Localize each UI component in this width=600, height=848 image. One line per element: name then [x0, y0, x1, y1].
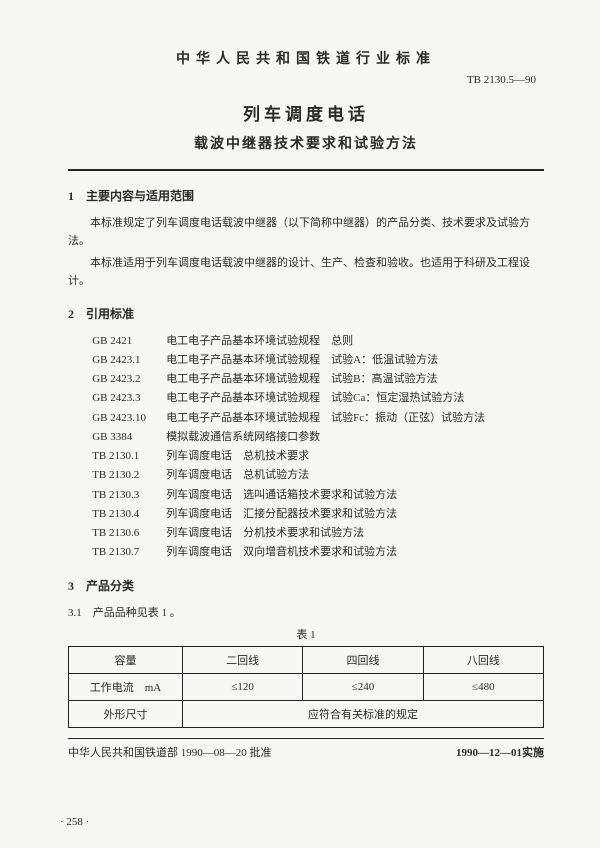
reference-item: TB 2130.1列车调度电话 总机技术要求	[92, 447, 544, 466]
table-cell: ≤480	[423, 673, 543, 700]
table-cell-merged: 应符合有关标准的规定	[183, 700, 544, 727]
reference-list: GB 2421电工电子产品基本环境试验规程 总则GB 2423.1电工电子产品基…	[92, 332, 544, 563]
section-3-head: 3 产品分类	[68, 577, 544, 594]
footer-approval: 中华人民共和国铁道部 1990—08—20 批准	[68, 744, 272, 760]
reference-item: GB 2423.10电工电子产品基本环境试验规程 试验Fc：振动（正弦）试验方法	[92, 409, 544, 428]
reference-code: TB 2130.1	[92, 447, 166, 466]
title-subtitle: 载波中继器技术要求和试验方法	[68, 133, 544, 153]
reference-item: GB 3384模拟载波通信系统网络接口参数	[92, 428, 544, 447]
reference-item: TB 2130.2列车调度电话 总机试验方法	[92, 466, 544, 485]
reference-text: 列车调度电话 总机技术要求	[166, 450, 309, 462]
reference-text: 电工电子产品基本环境试验规程 试验A：低温试验方法	[166, 354, 438, 366]
reference-text: 列车调度电话 分机技术要求和试验方法	[166, 527, 364, 539]
reference-item: TB 2130.7列车调度电话 双向增音机技术要求和试验方法	[92, 543, 544, 562]
reference-text: 电工电子产品基本环境试验规程 试验Ca：恒定湿热试验方法	[166, 392, 464, 404]
table-cell: ≤120	[183, 673, 303, 700]
title-main: 列车调度电话	[68, 100, 544, 125]
reference-text: 列车调度电话 汇接分配器技术要求和试验方法	[166, 508, 397, 520]
table-row: 外形尺寸 应符合有关标准的规定	[69, 700, 544, 727]
table-row: 容量 二回线 四回线 八回线	[69, 646, 544, 673]
reference-code: TB 2130.3	[92, 486, 166, 505]
reference-text: 模拟载波通信系统网络接口参数	[166, 431, 320, 443]
reference-text: 电工电子产品基本环境试验规程 试验Fc：振动（正弦）试验方法	[166, 412, 485, 424]
reference-text: 列车调度电话 双向增音机技术要求和试验方法	[166, 546, 397, 558]
table-cell: 二回线	[183, 646, 303, 673]
doc-number: TB 2130.5—90	[68, 74, 544, 86]
table-1-caption: 表 1	[68, 626, 544, 642]
reference-item: TB 2130.4列车调度电话 汇接分配器技术要求和试验方法	[92, 505, 544, 524]
reference-text: 电工电子产品基本环境试验规程 总则	[166, 335, 353, 347]
reference-code: GB 2423.3	[92, 389, 166, 408]
section-1-para-1: 本标准规定了列车调度电话载波中继器（以下简称中继器）的产品分类、技术要求及试验方…	[68, 214, 544, 250]
reference-code: TB 2130.2	[92, 466, 166, 485]
reference-item: TB 2130.3列车调度电话 选叫通话箱技术要求和试验方法	[92, 486, 544, 505]
footer-effective: 1990—12—01实施	[456, 744, 544, 760]
table-cell: 工作电流 mA	[69, 673, 183, 700]
title-rule	[68, 169, 544, 171]
reference-code: GB 2421	[92, 332, 166, 351]
org-header: 中华人民共和国铁道行业标准	[68, 48, 544, 68]
table-1: 容量 二回线 四回线 八回线 工作电流 mA ≤120 ≤240 ≤480 外形…	[68, 646, 544, 728]
section-1-para-2: 本标准适用于列车调度电话载波中继器的设计、生产、检查和验收。也适用于科研及工程设…	[68, 254, 544, 290]
reference-code: GB 2423.1	[92, 351, 166, 370]
reference-code: GB 3384	[92, 428, 166, 447]
section-2-head: 2 引用标准	[68, 305, 544, 322]
reference-item: TB 2130.6列车调度电话 分机技术要求和试验方法	[92, 524, 544, 543]
reference-item: GB 2423.3电工电子产品基本环境试验规程 试验Ca：恒定湿热试验方法	[92, 389, 544, 408]
page-number: · 258 ·	[60, 816, 89, 828]
table-cell: 外形尺寸	[69, 700, 183, 727]
reference-item: GB 2423.1电工电子产品基本环境试验规程 试验A：低温试验方法	[92, 351, 544, 370]
document-page: 中华人民共和国铁道行业标准 TB 2130.5—90 列车调度电话 载波中继器技…	[0, 0, 600, 848]
section-1-head: 1 主要内容与适用范围	[68, 187, 544, 204]
reference-code: TB 2130.7	[92, 543, 166, 562]
table-cell: 八回线	[423, 646, 543, 673]
reference-text: 列车调度电话 选叫通话箱技术要求和试验方法	[166, 489, 397, 501]
reference-text: 电工电子产品基本环境试验规程 试验B：高温试验方法	[166, 373, 437, 385]
section-3-1: 3.1 产品品种见表 1 。	[68, 604, 544, 620]
table-cell: ≤240	[303, 673, 423, 700]
reference-item: GB 2421电工电子产品基本环境试验规程 总则	[92, 332, 544, 351]
footer: 中华人民共和国铁道部 1990—08—20 批准 1990—12—01实施	[68, 738, 544, 760]
reference-code: TB 2130.4	[92, 505, 166, 524]
reference-code: GB 2423.2	[92, 370, 166, 389]
table-row: 工作电流 mA ≤120 ≤240 ≤480	[69, 673, 544, 700]
reference-code: TB 2130.6	[92, 524, 166, 543]
reference-code: GB 2423.10	[92, 409, 166, 428]
table-cell: 容量	[69, 646, 183, 673]
table-cell: 四回线	[303, 646, 423, 673]
reference-text: 列车调度电话 总机试验方法	[166, 469, 309, 481]
reference-item: GB 2423.2电工电子产品基本环境试验规程 试验B：高温试验方法	[92, 370, 544, 389]
